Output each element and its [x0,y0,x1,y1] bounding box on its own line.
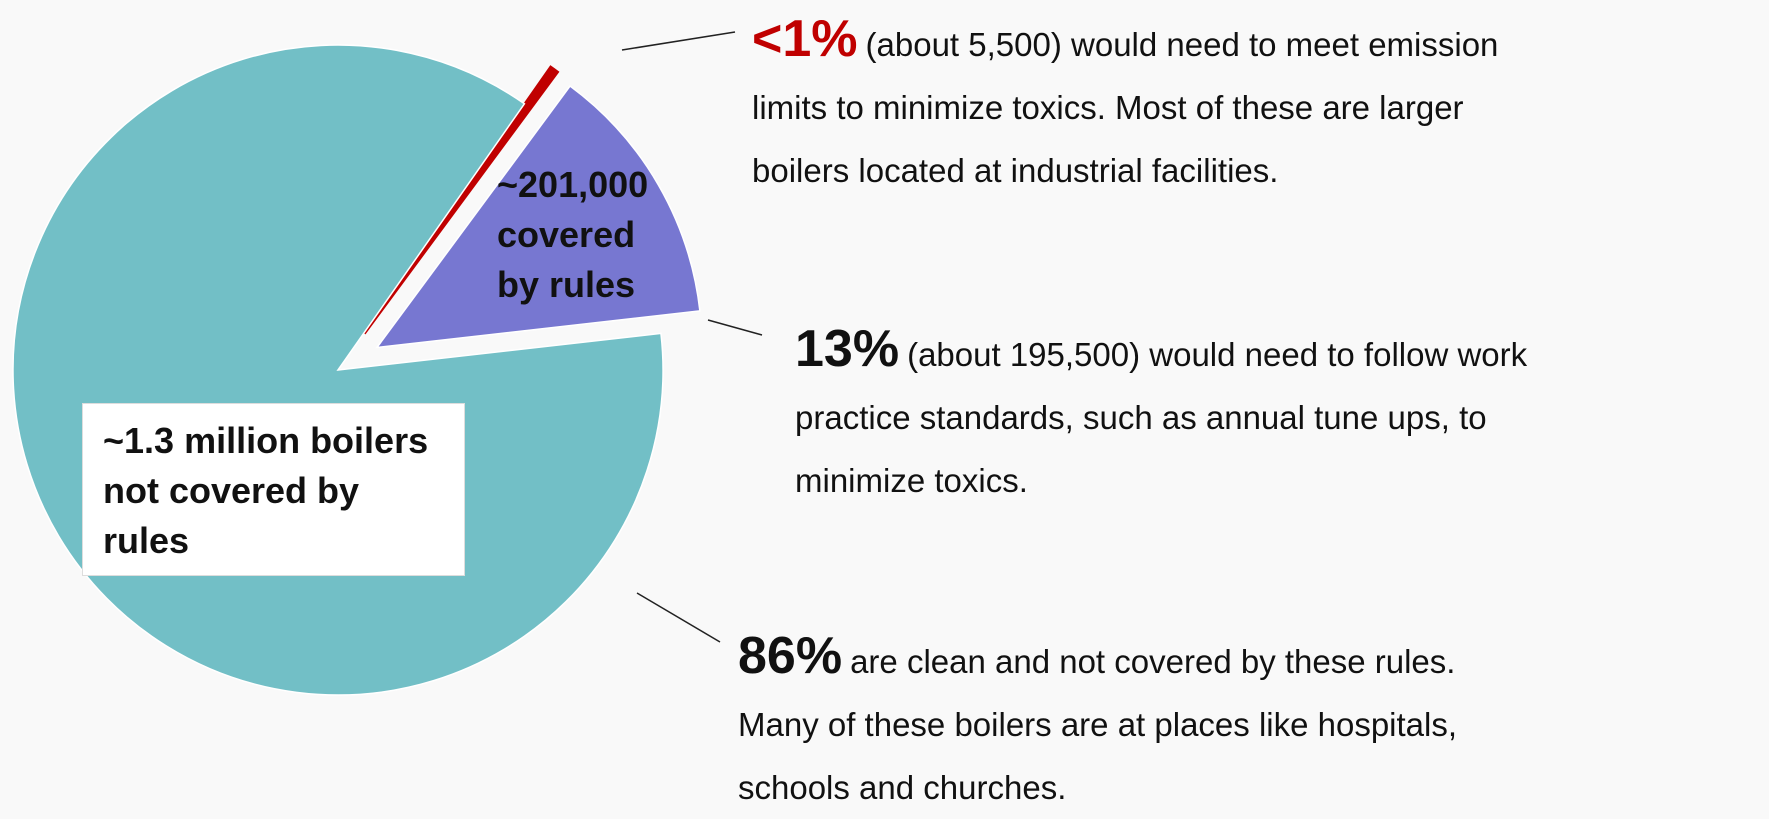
callout: 13% (about 195,500) would need to follow … [795,318,1565,512]
callout: <1% (about 5,500) would need to meet emis… [752,8,1532,202]
note: (about 5,500) would need to meet emissio… [752,26,1499,189]
leader-line [621,31,736,51]
leader-line [636,592,721,643]
pie-slice [363,65,560,335]
callout: 86% are clean and not covered by these ru… [738,625,1538,819]
value-label: 13% [795,320,900,378]
slice-label: ~1.3 million boilers not covered by rule… [82,403,465,576]
leader-line [707,319,763,336]
pie-slice [375,85,701,349]
value-label: 86% [738,627,843,685]
slice-label: ~201,000 covered by rules [497,164,649,305]
value-label: <1% [752,10,858,68]
note: (about 195,500) would need to follow wor… [795,336,1528,499]
note: are clean and not covered by these rules… [738,643,1458,806]
